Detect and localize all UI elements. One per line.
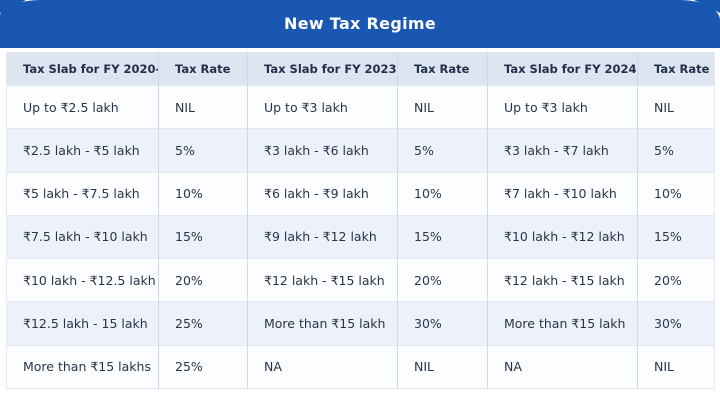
tax-rate-cell: 15% bbox=[654, 229, 682, 245]
tax-slab-cell: ₹7.5 lakh - ₹10 lakh bbox=[6, 215, 159, 259]
tax-rate-cell: 10% bbox=[654, 186, 682, 202]
tax-slab-cell: ₹5 lakh - ₹7.5 lakh bbox=[6, 172, 159, 216]
tax-rate-cell: 30% bbox=[654, 316, 682, 332]
tax-rate-cell: 15% bbox=[158, 215, 248, 259]
tax-slab-cell: More than ₹15 lakhs bbox=[6, 345, 159, 389]
tax-slab-cell: NA bbox=[247, 345, 398, 389]
table-row: Up to ₹2.5 lakh NIL Up to ₹3 lakh NIL Up to … bbox=[6, 85, 715, 129]
tax-rate-cell: 20% bbox=[397, 258, 488, 302]
column-header-tax-rate: Tax Rate bbox=[654, 62, 710, 76]
tax-slab-cell: ₹12 lakh - ₹15 lakh bbox=[487, 258, 638, 302]
tax-rate-cell: 20% bbox=[158, 258, 248, 302]
table-row: ₹5 lakh - ₹7.5 lakh 10% ₹6 lakh - ₹9 lakh 1… bbox=[6, 172, 715, 216]
tax-rate-cell: NIL bbox=[397, 85, 488, 129]
tax-slab-cell: ₹7 lakh - ₹10 lakh bbox=[487, 172, 638, 216]
tax-slab-cell: ₹10 lakh - ₹12 lakh bbox=[487, 215, 638, 259]
tax-slab-cell: Up to ₹3 lakh bbox=[487, 85, 638, 129]
column-header-tax-rate: Tax Rate bbox=[397, 52, 488, 86]
table-row: ₹10 lakh - ₹12.5 lakh 20% ₹12 lakh - ₹15 l… bbox=[6, 258, 715, 302]
tax-slab-cell: ₹10 lakh - ₹12.5 lakh bbox=[6, 258, 159, 302]
tax-slab-cell: More than ₹15 lakh bbox=[247, 301, 398, 346]
table-row: More than ₹15 lakhs 25% NA NIL NA NIL bbox=[6, 345, 715, 389]
tax-slab-cell: ₹12.5 lakh - 15 lakh bbox=[6, 301, 159, 346]
tax-slab-cell: ₹3 lakh - ₹7 lakh bbox=[487, 128, 638, 173]
tax-rate-cell: NIL bbox=[158, 85, 248, 129]
column-header-tax-slab: Tax Slab for FY 2023-24 bbox=[247, 52, 398, 86]
tax-slab-cell: ₹12 lakh - ₹15 lakh bbox=[247, 258, 398, 302]
tax-rate-cell: 25% bbox=[158, 345, 248, 389]
column-header-tax-slab: Tax Slab for FY 2024-25 bbox=[487, 52, 638, 86]
table-row: ₹12.5 lakh - 15 lakh 25% More than ₹15 lak… bbox=[6, 301, 715, 346]
title-banner: New Tax Regime bbox=[0, 0, 720, 48]
tax-rate-cell: 10% bbox=[397, 172, 488, 216]
tax-rate-cell: 10% bbox=[158, 172, 248, 216]
tax-rate-cell: NIL bbox=[654, 359, 675, 375]
page-title: New Tax Regime bbox=[284, 13, 436, 33]
tax-rate-cell: 15% bbox=[397, 215, 488, 259]
tax-rate-cell: 30% bbox=[397, 301, 488, 346]
tax-slab-cell: ₹6 lakh - ₹9 lakh bbox=[247, 172, 398, 216]
column-header-tax-slab: Tax Slab for FY 2020-21 bbox=[6, 52, 159, 86]
tax-slab-cell: More than ₹15 lakh bbox=[487, 301, 638, 346]
tax-rate-cell: 25% bbox=[158, 301, 248, 346]
tax-slab-cell: Up to ₹2.5 lakh bbox=[6, 85, 159, 129]
tax-rate-cell: 5% bbox=[654, 142, 674, 158]
tax-slab-cell: ₹2.5 lakh - ₹5 lakh bbox=[6, 128, 159, 173]
tax-rate-cell: NIL bbox=[397, 345, 488, 389]
tax-slab-cell: ₹9 lakh - ₹12 lakh bbox=[247, 215, 398, 259]
tax-slab-cell: ₹3 lakh - ₹6 lakh bbox=[247, 128, 398, 173]
tax-rate-cell: 5% bbox=[397, 128, 488, 173]
table-body: Up to ₹2.5 lakh NIL Up to ₹3 lakh NIL Up to … bbox=[6, 85, 715, 389]
tax-rate-cell: 5% bbox=[158, 128, 248, 173]
column-header-tax-rate: Tax Rate bbox=[158, 52, 248, 86]
table-row: ₹7.5 lakh - ₹10 lakh 15% ₹9 lakh - ₹12 lak… bbox=[6, 215, 715, 259]
tax-rate-cell: 20% bbox=[654, 272, 682, 288]
table-row: ₹2.5 lakh - ₹5 lakh 5% ₹3 lakh - ₹6 lakh 5%… bbox=[6, 128, 715, 173]
tax-slab-cell: Up to ₹3 lakh bbox=[247, 85, 398, 129]
tax-rate-cell: NIL bbox=[654, 99, 675, 115]
tax-slab-cell: NA bbox=[487, 345, 638, 389]
